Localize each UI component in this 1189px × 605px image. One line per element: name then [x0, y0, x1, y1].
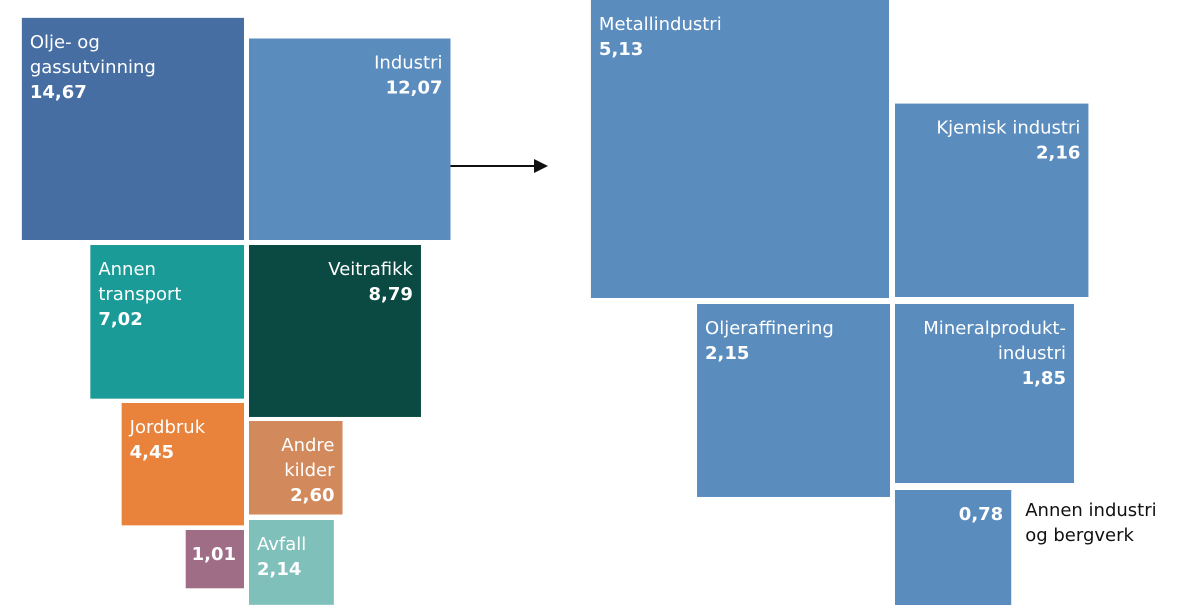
square-label: Annen — [98, 259, 156, 280]
square — [697, 304, 890, 497]
square-label: Jordbruk — [129, 417, 206, 438]
value-label: 12,07 — [386, 77, 443, 98]
value-label: 2,15 — [705, 343, 749, 364]
value-label: 2,16 — [1036, 143, 1080, 164]
square — [249, 520, 334, 605]
value-label: 1,01 — [192, 544, 236, 565]
outside-label: Annen industri — [1025, 500, 1156, 521]
square — [21, 17, 245, 241]
square — [249, 421, 343, 515]
square-label: Andre — [281, 435, 334, 456]
square — [895, 103, 1089, 297]
value-label: 1,85 — [1022, 368, 1066, 389]
square — [590, 0, 889, 299]
square-label: Olje- og — [30, 32, 100, 53]
square-label: Oljeraffinering — [705, 318, 834, 339]
square-label: Industri — [374, 52, 442, 73]
square — [249, 38, 451, 240]
square-label: Kjemisk industri — [936, 118, 1080, 139]
square — [249, 245, 421, 417]
square — [895, 490, 1012, 605]
outside-label: og bergverk — [1025, 525, 1134, 546]
square — [895, 304, 1074, 483]
value-label: 7,02 — [98, 309, 142, 330]
value-label: 5,13 — [599, 39, 643, 60]
value-label: 2,60 — [290, 485, 334, 506]
arrow-head — [534, 159, 548, 173]
square-label: transport — [98, 284, 181, 305]
value-label: 14,67 — [30, 82, 87, 103]
square-label: kilder — [284, 460, 335, 481]
value-label: 4,45 — [130, 442, 174, 463]
value-label: 8,79 — [369, 284, 413, 305]
square-label: industri — [998, 343, 1066, 364]
square-label: Veitrafikk — [328, 259, 413, 280]
square-label: Avfall — [257, 534, 306, 555]
value-label: 2,14 — [257, 559, 301, 580]
square-label: Metallindustri — [599, 14, 722, 35]
value-label: 0,78 — [959, 504, 1003, 525]
square — [90, 245, 244, 399]
square — [121, 403, 244, 526]
square-label: gassutvinning — [30, 57, 156, 78]
square-label: Mineralprodukt- — [923, 318, 1066, 339]
square — [185, 530, 244, 589]
